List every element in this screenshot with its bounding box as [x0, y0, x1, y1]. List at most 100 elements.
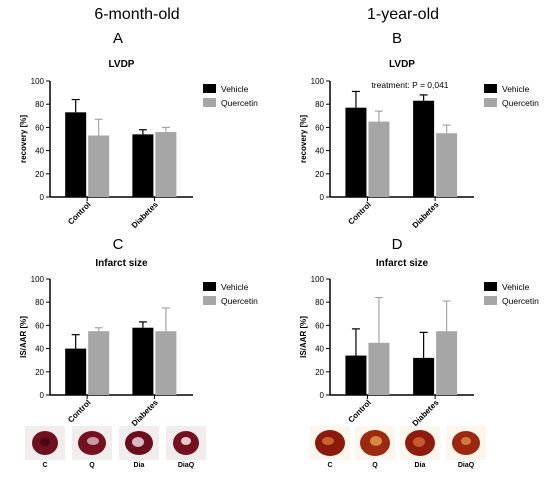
heart-section-image: [25, 426, 65, 460]
y-tick-label: 40: [315, 345, 324, 354]
legend-swatch: [484, 98, 497, 107]
bar: [155, 331, 177, 395]
y-tick-label: 100: [31, 77, 45, 86]
heart-section-image: [400, 426, 440, 460]
legend-swatch: [203, 296, 216, 305]
legend-label: Vehicle: [221, 282, 249, 292]
chart-d: Infarct size 0 20 40 60 80 100 IS/AAR [%] Contro…: [299, 258, 539, 428]
thumbnail-label: DiaQ: [457, 462, 475, 469]
bar: [88, 135, 110, 197]
y-tick-label: 20: [315, 170, 324, 179]
y-tick-label: 20: [35, 368, 44, 377]
legend-swatch: [484, 84, 497, 93]
legend-swatch: [203, 282, 216, 291]
y-tick-label: 60: [35, 123, 44, 132]
heart-section-image: [446, 426, 486, 460]
y-tick-label: 0: [320, 193, 325, 202]
panel-label-b: B: [391, 30, 402, 47]
y-tick-label: 100: [31, 275, 45, 284]
chart-title: LVDP: [389, 59, 415, 70]
bar: [368, 342, 390, 395]
y-tick-label: 80: [315, 298, 324, 307]
bar: [65, 348, 87, 395]
heart-section-image: [355, 426, 395, 460]
x-tick-label: Diabetes: [130, 398, 160, 428]
legend-swatch: [484, 282, 497, 291]
y-tick-label: 100: [311, 275, 325, 284]
thumbnail-label: C: [327, 462, 333, 469]
y-tick-label: 40: [315, 147, 324, 156]
heart-section-image: [119, 426, 159, 460]
bar: [436, 331, 458, 395]
x-tick-label: Control: [66, 200, 92, 226]
panel-label-c: C: [112, 236, 124, 253]
x-tick-label: Control: [346, 398, 372, 424]
bar: [155, 132, 177, 197]
bar: [436, 133, 458, 197]
y-tick-label: 20: [35, 170, 44, 179]
heart-section-image: [72, 426, 112, 460]
y-tick-label: 80: [315, 100, 324, 109]
y-tick-label: 40: [35, 345, 44, 354]
y-tick-label: 100: [311, 77, 325, 86]
x-tick-label: Diabetes: [130, 200, 160, 230]
bar: [65, 112, 87, 197]
y-tick-label: 20: [315, 368, 324, 377]
y-tick-label: 40: [35, 147, 44, 156]
y-axis-label: recovery [%]: [19, 115, 28, 163]
y-axis-label: recovery [%]: [299, 115, 308, 163]
bar: [413, 357, 435, 395]
thumbnail-label: C: [42, 462, 48, 469]
thumbnail-label: DiaQ: [177, 462, 195, 469]
significance-annotation: treatment: P = 0,041: [371, 80, 448, 90]
legend-label: Quercetin: [502, 98, 539, 108]
chart-title: Infarct size: [376, 258, 429, 269]
chart-b: LVDP 0 20 40 60 80 100 recovery [%] Control Diabe…: [299, 59, 539, 230]
legend-label: Vehicle: [502, 282, 530, 292]
heart-section-image: [310, 426, 350, 460]
bar: [345, 107, 367, 197]
bar: [413, 100, 435, 197]
y-tick-label: 60: [315, 321, 324, 330]
panel-label-a: A: [112, 30, 123, 47]
column-title-1-year: 1-year-old: [366, 6, 440, 23]
y-tick-label: 80: [35, 100, 44, 109]
x-tick-label: Control: [346, 200, 372, 226]
x-tick-label: Diabetes: [411, 398, 441, 428]
y-axis-label: IS/AAR [%]: [299, 316, 308, 358]
bar: [88, 331, 110, 395]
y-tick-label: 80: [35, 298, 44, 307]
legend-label: Quercetin: [502, 296, 539, 306]
legend-swatch: [203, 98, 216, 107]
thumbnail-label: Q: [372, 462, 378, 469]
y-tick-label: 0: [40, 391, 45, 400]
legend-label: Quercetin: [221, 296, 258, 306]
column-title-6-month: 6-month-old: [94, 6, 180, 23]
legend-label: Vehicle: [221, 84, 249, 94]
legend-swatch: [203, 84, 216, 93]
bar: [132, 134, 154, 197]
thumbnail-label: Dia: [133, 462, 145, 469]
bar: [132, 327, 154, 395]
chart-a: LVDP 0 20 40 60 80 100 recovery [%] Control Diabe…: [19, 59, 258, 230]
chart-title: LVDP: [109, 59, 135, 70]
heart-section-image: [166, 426, 206, 460]
chart-title: Infarct size: [95, 258, 148, 269]
legend-label: Vehicle: [502, 84, 530, 94]
y-tick-label: 0: [40, 193, 45, 202]
y-tick-label: 60: [35, 321, 44, 330]
panel-label-d: D: [391, 236, 403, 253]
thumbnail-label: Q: [89, 462, 95, 469]
y-tick-label: 0: [320, 391, 325, 400]
bar: [368, 121, 390, 197]
y-tick-label: 60: [315, 123, 324, 132]
bar: [345, 355, 367, 395]
x-tick-label: Diabetes: [411, 200, 441, 230]
legend-label: Quercetin: [221, 98, 258, 108]
y-axis-label: IS/AAR [%]: [19, 316, 28, 358]
thumbnail-label: Dia: [414, 462, 426, 469]
legend-swatch: [484, 296, 497, 305]
x-tick-label: Control: [66, 398, 92, 424]
chart-c: Infarct size 0 20 40 60 80 100 IS/AAR [%] Contro…: [19, 258, 258, 428]
